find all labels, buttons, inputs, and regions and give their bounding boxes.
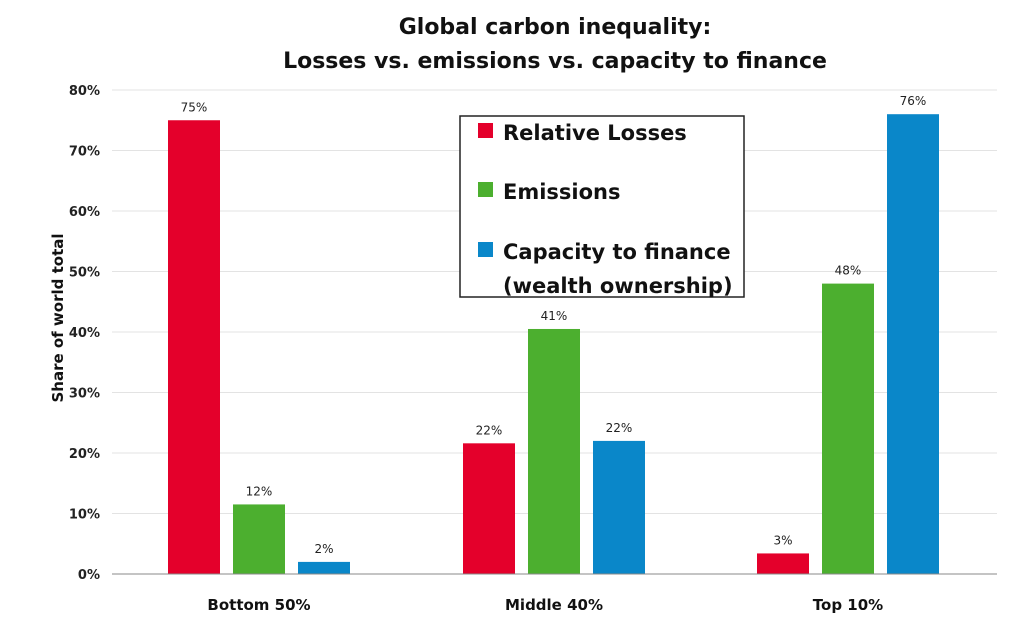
legend-label: Relative Losses [503,121,687,145]
legend-box [459,115,745,298]
data-labels: 75% 12% 2% 22% 41% 22% 3% 48% 76% [181,94,927,556]
y-axis-label: Share of world total [49,233,67,402]
bar [822,283,874,574]
bar [298,561,350,574]
legend-swatch [478,242,493,257]
legend: Relative Losses Emissions Capacity to fina… [459,115,745,298]
chart-title-line-1: Global carbon inequality: [399,15,712,40]
y-tick-label: 70% [69,145,100,160]
legend-swatch [478,182,493,197]
y-axis-ticks: 0% 10% 20% 30% 40% 50% 60% 70% 80% [69,84,100,583]
bar [528,328,580,574]
y-tick-label: 80% [69,84,100,99]
data-label: 12% [246,484,273,498]
x-category-label: Middle 40% [505,596,603,614]
data-label: 2% [314,542,333,556]
bar [593,440,645,574]
legend-swatch [478,123,493,138]
y-tick-label: 10% [69,508,100,523]
y-tick-label: 50% [69,266,100,281]
data-label: 22% [606,421,633,435]
y-tick-label: 40% [69,326,100,341]
bar [233,504,285,574]
legend-label: Emissions [503,180,621,204]
legend-label: (wealth ownership) [503,274,733,298]
bars [168,114,939,574]
y-tick-label: 0% [78,568,100,583]
data-label: 22% [476,423,503,437]
x-category-label: Bottom 50% [207,596,310,614]
data-label: 48% [835,264,862,278]
legend-label: Capacity to finance [503,240,731,264]
data-label: 75% [181,100,208,114]
data-label: 3% [773,533,792,547]
bar [463,443,515,574]
y-tick-label: 60% [69,205,100,220]
bar [887,114,939,574]
data-label: 76% [900,94,927,108]
x-axis-categories: Bottom 50% Middle 40% Top 10% [207,596,883,614]
y-tick-label: 30% [69,387,100,402]
bar [168,120,220,574]
chart-title-line-2: Losses vs. emissions vs. capacity to fin… [283,49,827,74]
x-category-label: Top 10% [813,596,883,614]
data-label: 41% [541,309,568,323]
bar [757,553,809,574]
y-tick-label: 20% [69,447,100,462]
